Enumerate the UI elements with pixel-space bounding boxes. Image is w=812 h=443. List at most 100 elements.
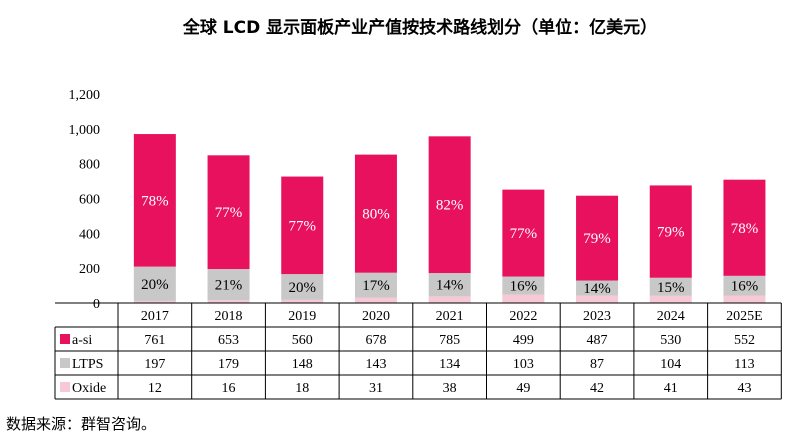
y-tick-label: 1,200 xyxy=(69,88,101,103)
table-cell: 18 xyxy=(295,381,309,396)
x-tick-label: 2024 xyxy=(657,309,685,324)
legend-label: a-si xyxy=(72,333,92,348)
legend-swatch xyxy=(60,334,70,344)
bar-segment-a-si xyxy=(576,195,619,281)
percent-label: 21% xyxy=(215,278,243,294)
bar-segment-ltps xyxy=(207,269,250,301)
bar-segment-a-si xyxy=(281,176,324,275)
table-cell: 653 xyxy=(218,333,239,348)
table-cell: 134 xyxy=(439,357,460,372)
percent-label: 82% xyxy=(436,198,464,214)
bar-segment-a-si xyxy=(428,136,471,274)
y-tick-label: 0 xyxy=(93,297,100,312)
percent-label: 80% xyxy=(362,207,390,223)
y-tick-label: 400 xyxy=(79,227,100,242)
table-cell: 499 xyxy=(513,333,534,348)
percent-label: 15% xyxy=(657,280,685,296)
percent-label: 78% xyxy=(731,221,759,237)
x-tick-label: 2019 xyxy=(288,309,316,324)
table-cell: 113 xyxy=(734,357,754,372)
legend-swatch xyxy=(60,358,70,368)
bar-segment-ltps xyxy=(281,274,324,300)
table-cell: 49 xyxy=(516,381,530,396)
percent-label: 14% xyxy=(583,281,611,297)
y-axis: 0 200 400 600 800 1,000 1,200 xyxy=(69,88,101,312)
bar-segment-oxide xyxy=(354,297,397,303)
table-cell: 487 xyxy=(587,333,608,348)
table-cell: 148 xyxy=(292,357,313,372)
table-cell: 143 xyxy=(365,357,386,372)
x-tick-label: 2025E xyxy=(726,309,763,324)
percent-label: 16% xyxy=(510,278,538,294)
table-cell: 43 xyxy=(737,381,751,396)
percent-label: 79% xyxy=(583,231,611,247)
percent-label: 20% xyxy=(289,280,317,296)
bar-segment-a-si xyxy=(502,189,545,277)
bar-segment-oxide xyxy=(502,294,545,303)
percent-label: 17% xyxy=(362,278,390,294)
y-tick-label: 800 xyxy=(79,158,100,173)
bar-segment-ltps xyxy=(576,280,619,296)
bar-segment-a-si xyxy=(133,134,176,267)
x-tick-label: 2018 xyxy=(215,309,243,324)
y-tick-label: 1,000 xyxy=(69,123,101,138)
source-note: 数据来源：群智咨询。 xyxy=(6,415,156,433)
table-cell: 31 xyxy=(369,381,383,396)
bar-segment-ltps xyxy=(428,273,471,297)
table-cell: 104 xyxy=(660,357,681,372)
y-tick-label: 200 xyxy=(79,262,100,277)
bar-segment-oxide xyxy=(649,295,692,303)
table-cell: 560 xyxy=(292,333,313,348)
table-cell: 12 xyxy=(148,381,162,396)
table-cell: 785 xyxy=(439,333,460,348)
y-tick-label: 600 xyxy=(79,193,100,208)
bar-segment-ltps xyxy=(354,272,397,298)
bar-segment-a-si xyxy=(354,154,397,273)
bar-segment-oxide xyxy=(723,295,766,303)
bar-segment-a-si xyxy=(649,185,692,278)
percent-label: 77% xyxy=(510,226,538,242)
table-cell: 41 xyxy=(664,381,678,396)
data-table: 2017 2018 2019 2020 2021 2022 2023 2024 2025E a-s… xyxy=(54,302,782,400)
bar-segment-ltps xyxy=(649,277,692,296)
bar-segment-oxide xyxy=(428,296,471,303)
table-cell: 16 xyxy=(222,381,236,396)
bars: 20% 78% 21% 77% 20% 77% 17% 80% 14% 82% 16% 77% 14% 7… xyxy=(133,134,766,303)
bar-segment-a-si xyxy=(207,155,250,270)
chart-title: 全球 LCD 显示面板产业产值按技术路线划分（单位：亿美元） xyxy=(182,17,657,38)
table-cell: 103 xyxy=(513,357,534,372)
bar-segment-a-si xyxy=(723,179,766,276)
bar-segment-ltps xyxy=(133,266,176,301)
bar-segment-oxide xyxy=(576,295,619,303)
bar-segment-oxide xyxy=(281,299,324,303)
table-cell: 761 xyxy=(144,333,165,348)
percent-label: 16% xyxy=(731,279,759,295)
percent-label: 77% xyxy=(215,205,243,221)
x-tick-label: 2023 xyxy=(583,309,611,324)
table-cell: 38 xyxy=(443,381,457,396)
table-cell: 179 xyxy=(218,357,239,372)
bar-segment-ltps xyxy=(723,275,766,296)
table-cell: 678 xyxy=(365,333,386,348)
legend-label: Oxide xyxy=(72,381,106,396)
bar-segment-oxide xyxy=(207,300,250,303)
x-tick-label: 2021 xyxy=(436,309,464,324)
percent-label: 78% xyxy=(141,193,169,209)
x-tick-label: 2017 xyxy=(141,309,169,324)
percent-label: 14% xyxy=(436,278,464,294)
table-cell: 87 xyxy=(590,357,604,372)
table-cell: 552 xyxy=(734,333,755,348)
percent-label: 79% xyxy=(657,225,685,241)
table-cell: 530 xyxy=(660,333,681,348)
percent-label: 77% xyxy=(289,218,317,234)
legend-label: LTPS xyxy=(72,357,103,372)
legend-swatch xyxy=(60,382,70,392)
bar-segment-oxide xyxy=(133,300,176,303)
bar-segment-ltps xyxy=(502,276,545,295)
percent-label: 20% xyxy=(141,277,169,293)
table-cell: 42 xyxy=(590,381,604,396)
x-tick-label: 2020 xyxy=(362,309,390,324)
x-tick-label: 2022 xyxy=(509,309,537,324)
table-cell: 197 xyxy=(144,357,165,372)
